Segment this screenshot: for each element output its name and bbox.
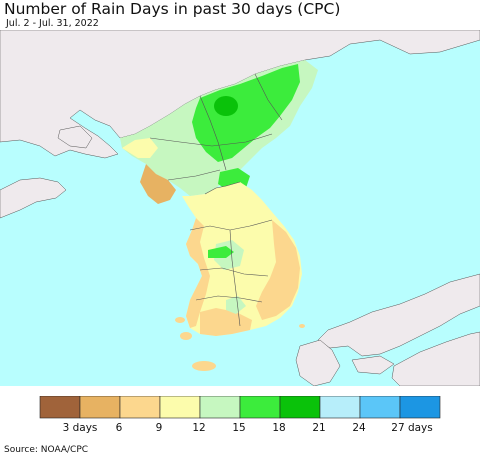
legend-swatch	[319, 396, 361, 419]
date-range: Jul. 2 - Jul. 31, 2022	[6, 18, 99, 29]
ulleung-island	[299, 324, 305, 328]
legend-tick-label: 3 days	[62, 422, 98, 434]
data-source: Source: NOAA/CPC	[4, 445, 89, 455]
legend-swatch	[239, 396, 281, 419]
map-title: Number of Rain Days in past 30 days (CPC…	[4, 0, 341, 18]
legend-swatch	[79, 396, 121, 419]
legend-tick-label: 9	[155, 422, 163, 434]
sk-green-stripe	[208, 246, 234, 258]
sk-west-orange	[186, 218, 210, 328]
legend-swatch	[119, 396, 161, 419]
nk-west-yellow	[122, 138, 158, 158]
shandong-peninsula	[0, 177, 67, 219]
japan-honshu-south	[391, 331, 480, 386]
japan-kyushu	[295, 339, 341, 386]
admin-boundaries	[149, 73, 283, 327]
sw-island-2	[180, 332, 192, 340]
legend-tick-label: 21	[312, 422, 326, 434]
rain-days-map	[0, 30, 480, 386]
sk-east-orange	[256, 220, 300, 320]
legend-tick-label: 15	[232, 422, 246, 434]
nk-dark-green-spot	[214, 96, 238, 116]
legend-tick-label: 18	[272, 422, 286, 434]
color-legend	[39, 396, 441, 419]
west-coast-orange	[140, 164, 176, 204]
legend-swatch	[359, 396, 401, 419]
liaodong-peninsula	[57, 125, 93, 149]
legend-tick-label: 27 days	[391, 422, 433, 434]
legend-swatch	[39, 396, 81, 419]
legend-tick-label: 6	[115, 422, 123, 434]
legend-tick-label: 24	[352, 422, 366, 434]
legend-swatch	[399, 396, 441, 419]
sw-island-1	[175, 317, 185, 323]
legend-tick-label: 12	[192, 422, 206, 434]
nk-green-zone	[192, 64, 300, 162]
sk-mint-patch-2	[226, 296, 246, 314]
jeju-island	[192, 361, 216, 371]
japan-shikoku	[351, 355, 395, 375]
legend-swatch	[159, 396, 201, 419]
japan-land	[317, 273, 480, 357]
legend-swatch	[279, 396, 321, 419]
legend-swatch	[199, 396, 241, 419]
